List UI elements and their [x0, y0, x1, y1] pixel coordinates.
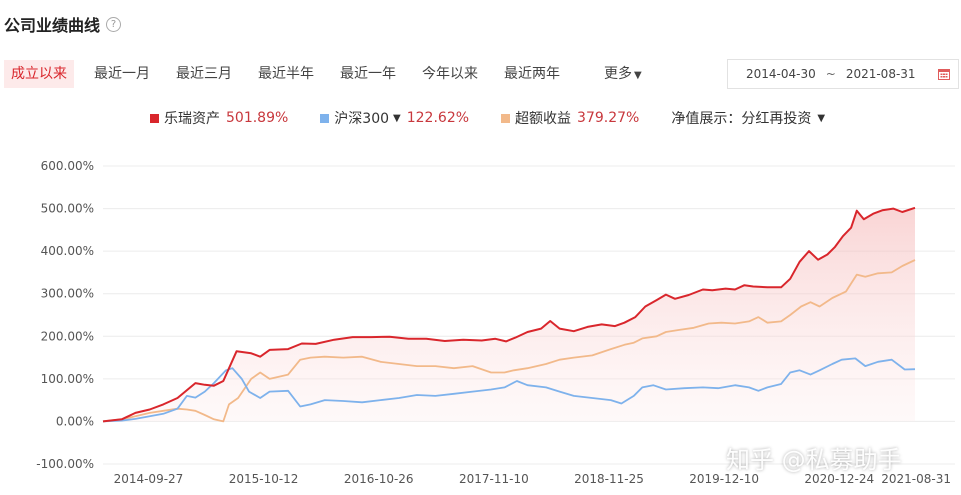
x-tick-label: 2020-12-24 — [804, 472, 874, 486]
y-tick-label: 500.00% — [41, 202, 94, 216]
tab-last-three-months[interactable]: 最近三月 — [176, 66, 232, 82]
performance-chart: 600.00% 500.00% 400.00% 300.00% 200.00% 100.0… — [36, 159, 955, 486]
caret-down-icon: ▼ — [634, 70, 642, 81]
x-tick-label: 2021-08-31 — [881, 472, 951, 486]
legend-label: 乐瑞资产 — [164, 111, 220, 127]
tab-last-two-years[interactable]: 最近两年 — [504, 66, 560, 82]
y-tick-label: 0.00% — [56, 414, 94, 428]
legend-item-benchmark[interactable]: 沪深300 ▼ 122.62% — [320, 108, 469, 128]
y-tick-label: 200.00% — [41, 329, 94, 343]
legend-label: 超额收益 — [515, 111, 572, 127]
legend-swatch-blue — [320, 113, 330, 123]
x-tick-label: 2016-10-26 — [344, 472, 414, 486]
y-tick-label: 300.00% — [41, 287, 94, 301]
legend-value: 379.27% — [577, 110, 640, 126]
y-axis: 600.00% 500.00% 400.00% 300.00% 200.00% 100.0… — [36, 159, 94, 471]
y-tick-label: 100.00% — [41, 372, 94, 386]
y-tick-label: -100.00% — [36, 457, 94, 471]
x-tick-label: 2018-11-25 — [574, 472, 644, 486]
series-line-2 — [102, 357, 916, 423]
period-tabs: 成立以来 最近一月 最近三月 最近半年 最近一年 今年以来 最近两年 更多 ▼ — [4, 60, 662, 88]
tab-year-to-date[interactable]: 今年以来 — [422, 66, 478, 82]
watermark-text: 知乎 @私募助手 — [726, 446, 902, 474]
nav-display-label: 净值展示：分红再投资 — [671, 111, 812, 127]
series-area-1 — [103, 207, 915, 422]
page-title: 公司业绩曲线 — [4, 16, 101, 35]
x-tick-label: 2015-10-12 — [229, 472, 299, 486]
tab-last-half-year[interactable]: 最近半年 — [258, 66, 314, 82]
legend-value: 122.62% — [406, 110, 470, 126]
legend-item-excess[interactable]: 超额收益 379.27% — [501, 108, 639, 128]
y-tick-label: 600.00% — [41, 159, 94, 173]
tab-last-month[interactable]: 最近一月 — [94, 66, 150, 82]
start-date: 2014-04-30 — [746, 67, 816, 81]
more-label: 更多 — [604, 66, 632, 82]
legend-value: 501.89% — [226, 110, 289, 126]
tab-since-inception[interactable]: 成立以来 — [4, 60, 74, 88]
series-layer — [102, 206, 916, 423]
series-line-1 — [102, 206, 916, 423]
date-separator: ~ — [825, 67, 836, 81]
nav-display-dropdown[interactable]: 净值展示：分红再投资 ▼ — [671, 108, 825, 128]
more-dropdown[interactable]: 更多 ▼ — [598, 60, 648, 88]
caret-down-icon: ▼ — [817, 112, 826, 124]
title-row: 公司业绩曲线 ? — [4, 12, 122, 36]
end-date: 2021-08-31 — [845, 67, 916, 81]
calendar-icon[interactable] — [938, 68, 950, 80]
question-icon[interactable]: ? — [106, 16, 122, 32]
y-tick-label: 400.00% — [41, 244, 94, 258]
date-range-picker[interactable]: 2014-04-30 ~ 2021-08-31 — [727, 59, 959, 89]
chart-legend: 乐瑞资产 501.89% 沪深300 ▼ 122.62% 超额收益 379.27… — [150, 108, 825, 128]
legend-item-fund[interactable]: 乐瑞资产 501.89% — [150, 108, 288, 128]
x-axis: 2014-09-27 2015-10-12 2016-10-26 2017-11-10… — [114, 472, 951, 486]
tab-last-year[interactable]: 最近一年 — [340, 66, 396, 82]
legend-swatch-orange — [501, 113, 511, 123]
legend-label: 沪深300 — [334, 111, 390, 127]
x-tick-label: 2017-11-10 — [459, 472, 529, 486]
series-line-3 — [102, 259, 916, 423]
caret-down-icon[interactable]: ▼ — [393, 112, 401, 124]
x-tick-label: 2014-09-27 — [114, 472, 184, 486]
x-tick-label: 2019-12-10 — [689, 472, 759, 486]
legend-swatch-red — [150, 113, 159, 123]
